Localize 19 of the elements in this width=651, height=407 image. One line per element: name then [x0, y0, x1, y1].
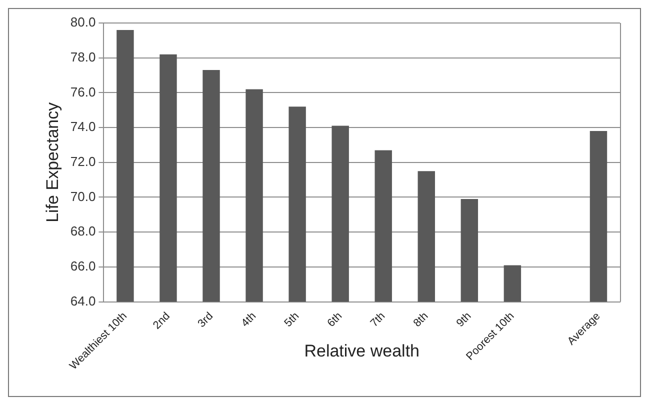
- y-tick-label: 78.0: [70, 49, 96, 64]
- y-tick-label: 70.0: [70, 188, 96, 204]
- x-tick-label: 3rd: [196, 310, 216, 330]
- y-tick-label: 66.0: [70, 258, 96, 274]
- y-tick-label: 74.0: [70, 119, 96, 134]
- y-tick-label: 64.0: [70, 293, 96, 308]
- x-tick-label: 7th: [368, 310, 388, 330]
- y-tick-label: 76.0: [70, 84, 96, 100]
- x-tick-label: 4th: [239, 310, 259, 330]
- y-tick-label: 72.0: [70, 154, 96, 169]
- x-axis-title: Relative wealth: [304, 341, 420, 360]
- x-tick-label: 5th: [282, 310, 302, 330]
- x-tick-label: 2nd: [151, 310, 173, 332]
- y-tick-label: 68.0: [70, 224, 96, 239]
- x-tick-label: 6th: [325, 310, 345, 330]
- x-tick-label: 8th: [411, 310, 431, 330]
- x-tick-label: 9th: [454, 310, 474, 330]
- y-axis-title: Life Expectancy: [42, 102, 62, 222]
- y-tick-label: 80.0: [70, 14, 96, 30]
